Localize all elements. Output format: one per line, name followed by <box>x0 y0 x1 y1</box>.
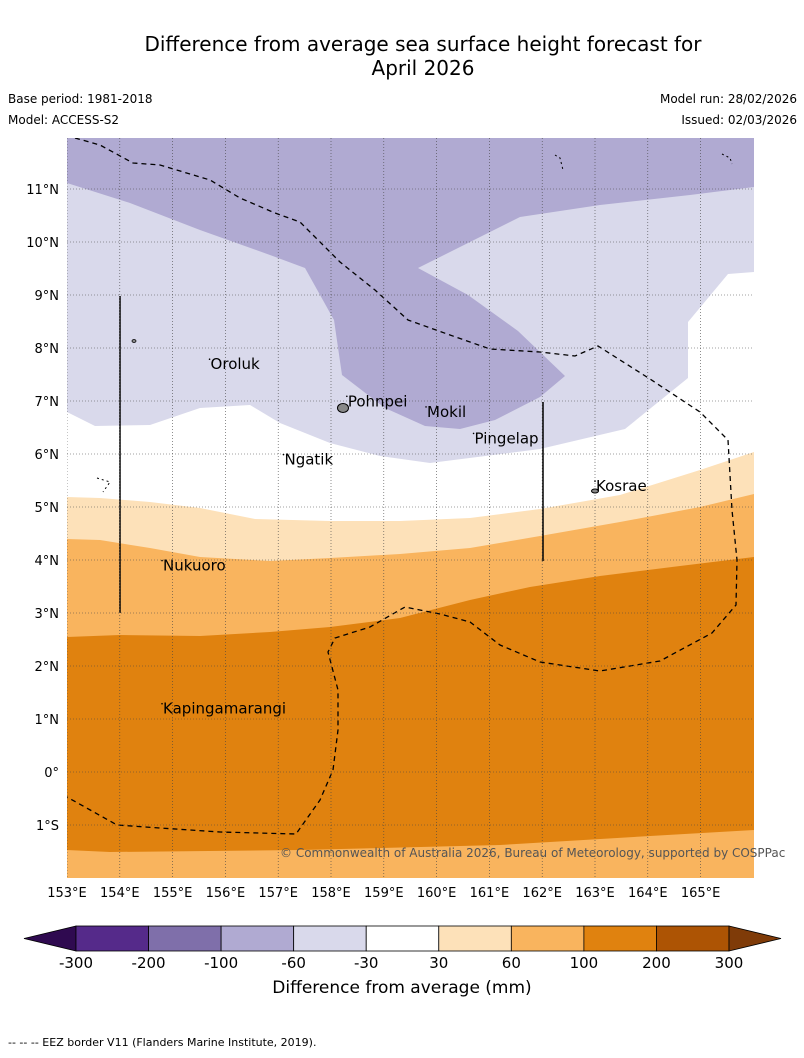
place-labels: Oroluk Pohnpei Mokil Pingelap Ngatik Kosrae Nu… <box>161 355 647 718</box>
lon-label: 153°E <box>47 886 87 901</box>
lon-label: 159°E <box>364 886 404 901</box>
colorbar-tick-label: 300 <box>715 954 744 972</box>
lat-label: 8°N <box>35 342 60 357</box>
colorbar-swatch <box>365 925 440 952</box>
colorbar-swatch <box>148 925 222 952</box>
lat-label: 11°N <box>26 183 59 198</box>
lat-label: 4°N <box>35 554 60 569</box>
eez-fragment-west <box>96 477 111 493</box>
place-label: Kosrae <box>596 477 647 495</box>
place-label: Mokil <box>427 403 466 421</box>
lat-label: 3°N <box>35 607 60 622</box>
colorbar-tick-label: 100 <box>570 954 599 972</box>
lon-label: 165°E <box>681 886 721 901</box>
lon-label: 162°E <box>522 886 562 901</box>
lat-label: 0° <box>44 766 59 781</box>
lon-label: 158°E <box>311 886 351 901</box>
colorbar-tick-label: 200 <box>642 954 671 972</box>
map-title: Difference from average sea surface heig… <box>0 32 804 80</box>
lon-label: 163°E <box>575 886 615 901</box>
lat-label: 1°S <box>36 819 59 834</box>
lat-label: 2°N <box>35 660 60 675</box>
colorbar-extend-high <box>728 925 782 952</box>
small-island <box>131 339 137 343</box>
lat-label: 9°N <box>35 289 60 304</box>
colorbar-swatch <box>438 925 512 952</box>
forecast-map: 11°N 10°N 9°N 8°N 7°N 6°N 5°N 4°N 3°N 2°N 1°N 0° 1°S… <box>23 138 785 972</box>
place-label: Oroluk <box>211 355 260 373</box>
place-label: Pohnpei <box>348 392 408 410</box>
colorbar-tick-label: -100 <box>204 954 238 972</box>
title-line-2: April 2026 <box>371 56 475 80</box>
colorbar-tick-label: -300 <box>59 954 93 972</box>
place-marker <box>425 406 427 408</box>
band-minus-60-100 <box>67 138 754 429</box>
model-name: Model: ACCESS-S2 <box>8 113 120 127</box>
model-run: Model run: 28/02/2026 <box>659 92 797 106</box>
colorbar-swatch <box>75 925 149 952</box>
anomaly-field <box>67 138 754 878</box>
lat-label: 7°N <box>35 395 60 410</box>
place-label: Pingelap <box>475 429 539 447</box>
colorbar-swatch <box>656 925 730 952</box>
colorbar-swatch <box>293 925 367 952</box>
lon-label: 160°E <box>417 886 457 901</box>
title-line-1: Difference from average sea surface heig… <box>144 32 702 56</box>
lon-label: 157°E <box>258 886 298 901</box>
place-marker <box>594 480 596 482</box>
place-marker <box>161 559 163 562</box>
lat-label: 1°N <box>35 713 60 728</box>
lon-label: 155°E <box>153 886 193 901</box>
colorbar-tick-label: -60 <box>281 954 306 972</box>
eez-fragment-north <box>554 154 564 171</box>
place-label: Nukuoro <box>163 557 226 575</box>
place-marker <box>472 432 475 435</box>
place-marker <box>208 358 211 361</box>
lon-label: 164°E <box>628 886 668 901</box>
lat-label: 5°N <box>35 501 60 516</box>
eez-border <box>67 138 738 835</box>
lon-label: 156°E <box>206 886 246 901</box>
colorbar-tick-label: 30 <box>429 954 448 972</box>
colorbar-title: Difference from average (mm) <box>272 978 532 998</box>
colorbar-tick-label: 60 <box>502 954 521 972</box>
lat-label: 6°N <box>35 448 60 463</box>
colorbar-swatch <box>583 925 657 952</box>
place-label: Ngatik <box>284 451 333 469</box>
base-period: Base period: 1981-2018 <box>8 92 153 106</box>
colorbar-tick-label: -30 <box>354 954 379 972</box>
latitude-labels: 11°N 10°N 9°N 8°N 7°N 6°N 5°N 4°N 3°N 2°N 1°N 0° 1°S <box>26 183 59 834</box>
lon-label: 161°E <box>470 886 510 901</box>
lon-label: 154°E <box>100 886 140 901</box>
pohnpei-island <box>337 403 349 413</box>
place-marker <box>282 453 285 456</box>
issued-date: Issued: 02/03/2026 <box>681 113 797 127</box>
colorbar-tick-label: -200 <box>132 954 166 972</box>
place-marker <box>346 395 348 398</box>
longitude-labels: 153°E 154°E 155°E 156°E 157°E 158°E 159°E 160°E… <box>47 886 720 901</box>
colorbar-extend-low <box>23 925 77 952</box>
place-marker <box>161 702 163 705</box>
copyright-notice: © Commonwealth of Australia 2026, Bureau… <box>280 846 785 860</box>
gridlines <box>67 138 754 878</box>
colorbar-swatch <box>510 925 585 952</box>
place-label: Kapingamarangi <box>163 700 286 718</box>
lat-label: 10°N <box>26 236 59 251</box>
band-60-100-south <box>67 830 754 878</box>
eez-legend-note: -- -- -- EEZ border V11 (Flanders Marine… <box>8 1036 317 1049</box>
colorbar-swatch <box>220 925 295 952</box>
colorbar: -300 -200 -100 -60 -30 30 60 100 200 300 <box>23 925 782 972</box>
